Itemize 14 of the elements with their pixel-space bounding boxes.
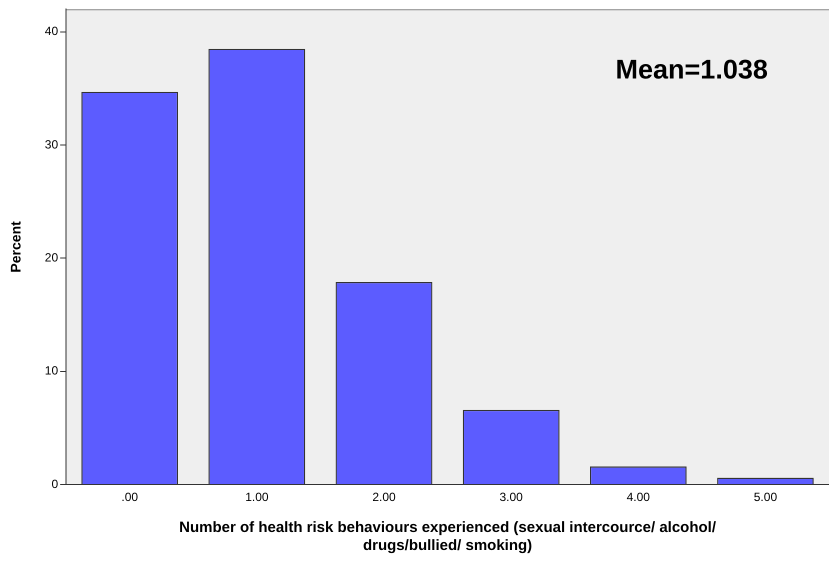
annotation: Mean=1.038 [616,54,768,85]
x-tick-label: 1.00 [245,490,269,504]
y-tick-label: 40 [44,24,58,38]
x-tick-label: 5.00 [754,490,778,504]
y-tick-label: 30 [44,137,58,152]
x-tick-label: 3.00 [499,490,524,504]
x-tick-label: 4.00 [626,490,650,504]
y-tick-label: 0 [51,476,58,491]
x-tick-label: 2.00 [372,490,396,504]
y-tick-label: 20 [44,250,58,265]
x-axis-title: Number of health risk behaviours experienced (sexual intercource/ alcohol/ drugs/bullied/ smoking) [179,519,717,554]
y-axis-title: Percent [7,220,24,273]
x-tick-label: .00 [121,490,138,504]
y-tick-label: 10 [44,364,58,378]
